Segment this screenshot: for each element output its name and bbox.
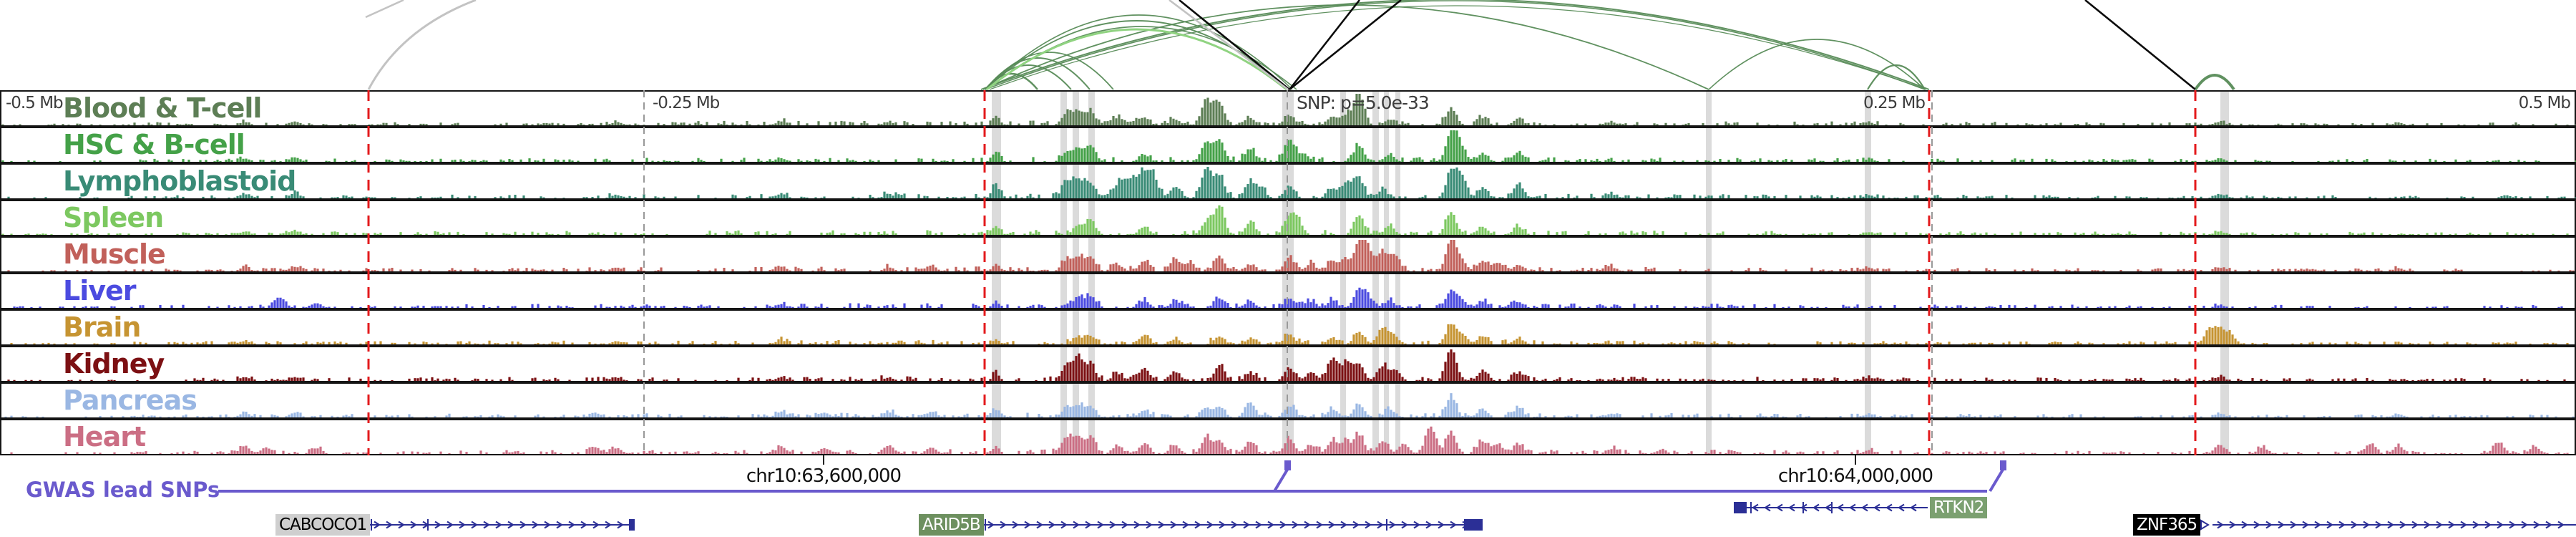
signal-plot-muscle — [7, 240, 2575, 271]
track-label: Liver — [63, 275, 137, 306]
track-label: Muscle — [63, 238, 166, 270]
chr-position-label-left: chr10:63,600,000 — [746, 465, 902, 487]
axis-tick-label-left: -0.5 Mb — [6, 94, 64, 112]
track-label: HSC & B-cell — [63, 129, 245, 160]
signal-plot-heart — [10, 426, 2569, 454]
interaction-arcs-panel — [365, 0, 2235, 90]
track-label: Kidney — [63, 348, 165, 379]
signal-plot-kidney — [7, 349, 2566, 381]
axis-tick-label-pos-quarter: 0.25 Mb — [1863, 94, 1926, 112]
signal-plot-hsc-b-cell — [1, 130, 2576, 162]
signal-plot-blood-t-cell — [1, 94, 2576, 125]
signal-plot-spleen — [1, 205, 2569, 235]
track-label: Pancreas — [63, 384, 197, 416]
gene-label-rtkn2: RTKN2 — [1930, 497, 1988, 518]
axis-tick-label-right: 0.5 Mb — [2518, 94, 2571, 112]
track-label: Brain — [63, 311, 141, 343]
chr-position-label-right: chr10:64,000,000 — [1777, 465, 1933, 487]
gene-label-znf365: ZNF365 — [2133, 514, 2201, 536]
snp-pvalue-label: SNP: p=5.0e-33 — [1297, 92, 1430, 113]
signal-plot-liver — [13, 287, 2563, 308]
gene-label-arid5b: ARID5B — [919, 514, 984, 536]
track-label: Spleen — [63, 202, 164, 233]
track-label: Blood & T-cell — [63, 92, 262, 124]
signal-plot-pancreas — [4, 393, 2575, 417]
gwas-lead-snps-label: GWAS lead SNPs — [26, 478, 220, 502]
signal-plot-lymphoblastoid — [7, 167, 2576, 198]
marker-lines-layer — [367, 90, 2197, 455]
signal-plot-brain — [10, 324, 2569, 344]
track-label: Lymphoblastoid — [63, 165, 296, 197]
gene-annotation-panel — [218, 455, 2576, 531]
axis-tick-label-neg-quarter: -0.25 Mb — [653, 94, 720, 112]
gene-label-cabcoco1: CABCOCO1 — [275, 514, 371, 536]
track-label: Heart — [63, 421, 146, 453]
